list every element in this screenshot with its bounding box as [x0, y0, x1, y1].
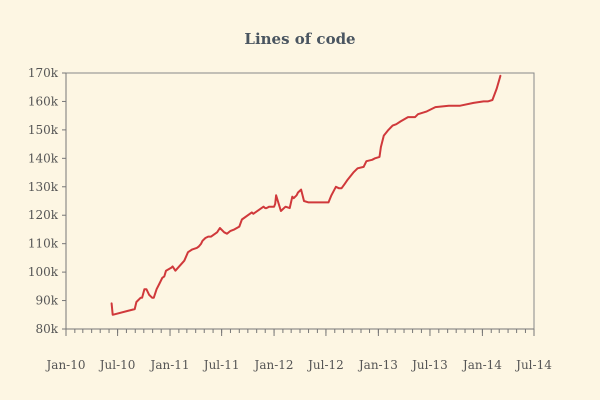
- x-tick-label: Jan-11: [149, 358, 190, 372]
- x-axis-ticks: Jan-10 Jul-10 Jan-11 Jul-11 Jan-12 Jul-12 Jan-…: [44, 329, 552, 372]
- y-tick-label: 170k: [28, 66, 59, 80]
- x-tick-label: Jul-14: [514, 358, 552, 372]
- chart-title: Lines of code: [244, 30, 355, 48]
- y-tick-label: 140k: [28, 151, 59, 165]
- x-tick-label: Jan-10: [44, 358, 85, 372]
- x-tick-label: Jul-11: [202, 358, 240, 372]
- y-tick-label: 100k: [28, 265, 59, 279]
- x-tick-label: Jan-13: [357, 358, 398, 372]
- y-tick-label: 160k: [28, 94, 59, 108]
- series-group: [110, 74, 502, 316]
- x-tick-label: Jul-10: [98, 358, 136, 372]
- y-tick-label: 80k: [35, 322, 58, 336]
- y-tick-label: 130k: [28, 180, 59, 194]
- x-tick-label: Jul-13: [410, 358, 448, 372]
- plot-frame: [65, 72, 535, 330]
- y-axis-ticks: 80k 90k 100k 110k 120k 130k 140k 150k 160k 170k: [28, 66, 66, 336]
- y-tick-label: 90k: [35, 294, 58, 308]
- x-tick-label: Jan-14: [461, 358, 502, 372]
- x-tick-label: Jan-12: [253, 358, 294, 372]
- y-tick-label: 150k: [28, 123, 59, 137]
- y-tick-label: 110k: [28, 237, 59, 251]
- x-tick-label: Jul-12: [306, 358, 344, 372]
- series-line: [110, 74, 502, 316]
- y-tick-label: 120k: [28, 208, 59, 222]
